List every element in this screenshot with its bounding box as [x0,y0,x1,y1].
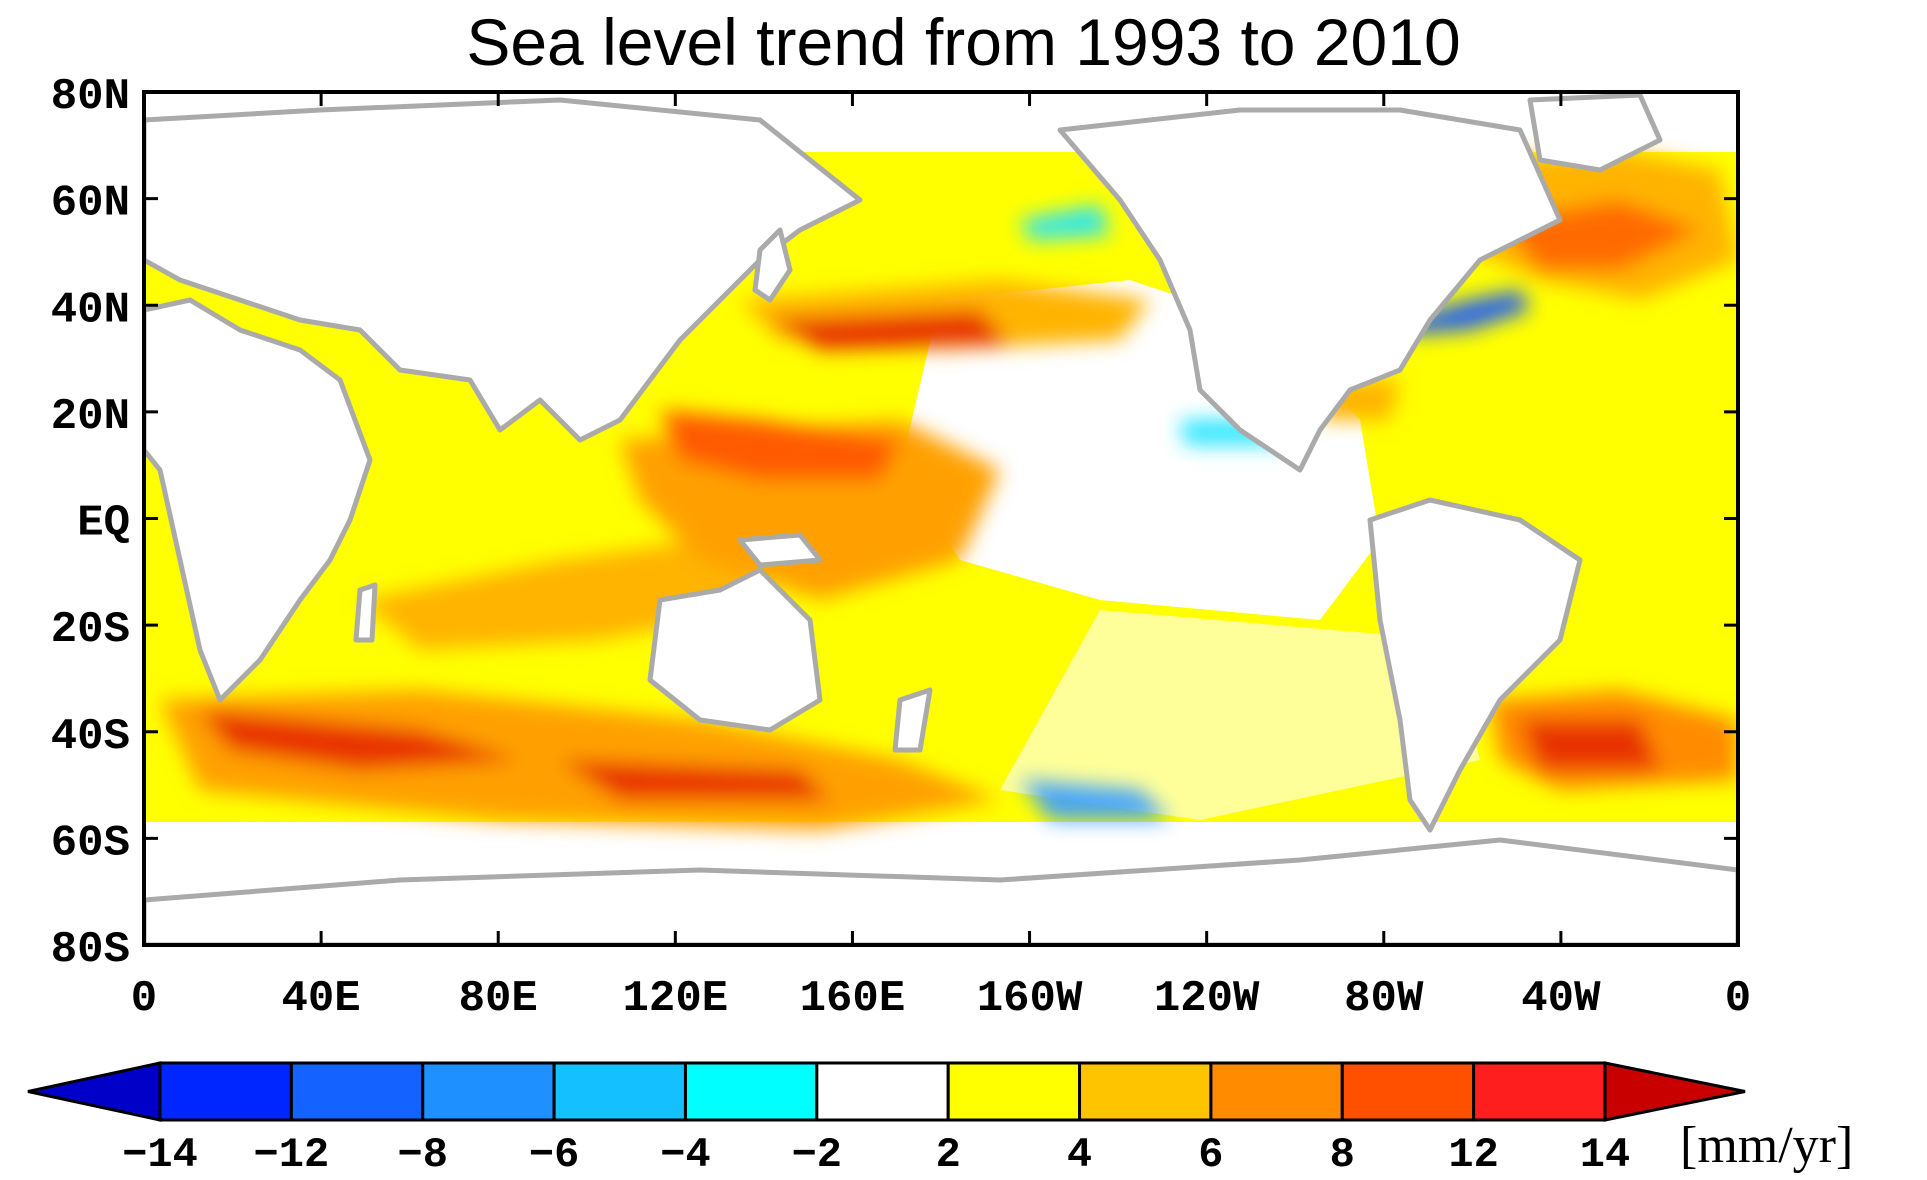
lon-tick-label: 120E [623,974,729,1024]
greenland-land [1527,92,1663,173]
lat-tick-label: 80S [51,925,130,975]
colorbar-segment [1472,1061,1607,1122]
longitude-axis: 0 40E 80E 120E 160E 160W 120W 80W 40W 0 [131,92,1751,1024]
colorbar-under-triangle [27,1061,162,1122]
colorbar-label: 12 [1448,1131,1498,1179]
gulf-stream-negative [1400,290,1530,335]
colorbar-label: −4 [660,1131,710,1179]
western-pacific-warm-pool [660,410,900,480]
colorbar-segment [1209,1061,1344,1122]
colorbar-label: −6 [529,1131,579,1179]
colorbar-segment [1078,1061,1213,1122]
colorbar-segment [552,1061,687,1122]
madagascar-land [353,582,378,643]
lon-tick-label: 0 [131,974,157,1024]
lon-tick-label: 160E [800,974,906,1024]
colorbar-segment [815,1061,950,1122]
lat-tick-label: 40S [51,712,130,762]
lat-tick-label: 80N [51,72,130,122]
trend-field [144,92,1738,945]
colorbar-segment [289,1061,425,1122]
colorbar-segment [158,1061,293,1122]
antarctica-land [144,837,1738,945]
south-pacific-negative [1020,780,1170,820]
colorbar-label: −8 [398,1131,448,1179]
new-guinea-land [737,532,823,568]
africa-land [144,297,373,703]
lat-tick-label: 60N [51,179,130,229]
lon-tick-label: 80W [1344,974,1424,1024]
japan-land [752,227,793,303]
colorbar: −14 −12 −8 −6 −4 −2 2 4 6 8 12 14 [27,1061,1746,1179]
kuroshio-extension [770,310,1010,350]
colorbar-segment [683,1061,819,1122]
colorbar-label: −14 [122,1131,198,1179]
lon-tick-label: 40E [282,974,361,1024]
lon-tick-label: 80E [459,974,538,1024]
lon-tick-label: 0 [1725,974,1751,1024]
colorbar-label: 8 [1330,1131,1355,1179]
continents [144,92,1738,945]
colorbar-label: 6 [1198,1131,1223,1179]
lon-tick-label: 160W [977,974,1083,1024]
lon-tick-label: 40W [1521,974,1601,1024]
latitude-axis: 80N 60N 40N 20N EQ 20S 40S 60S 80S [51,72,1738,975]
colorbar-segment [1340,1061,1476,1122]
colorbar-label: −12 [254,1131,330,1179]
alaska-gyre-negative [1020,205,1110,240]
north-america-land [1057,107,1563,473]
lat-tick-label: 40N [51,285,130,335]
colorbar-units: [mm/yr] [1680,1117,1854,1174]
lat-tick-label: 20N [51,392,130,442]
agulhas-red [200,710,520,770]
colorbar-segment [946,1061,1082,1122]
chart-title: Sea level trend from 1993 to 2010 [466,5,1461,79]
colorbar-label: 14 [1580,1131,1630,1179]
south-indian-red [560,760,830,800]
colorbar-label: −2 [792,1131,842,1179]
colorbar-label: 2 [936,1131,961,1179]
lat-tick-label: EQ [77,499,130,549]
lat-tick-label: 60S [51,818,130,868]
lon-tick-label: 120W [1154,974,1260,1024]
south-pacific-neutral [1000,610,1480,820]
south-america-land [1367,497,1583,833]
colorbar-over-triangle [1603,1061,1746,1122]
australia-land [647,567,823,733]
lat-tick-label: 20S [51,605,130,655]
colorbar-label: 4 [1067,1131,1092,1179]
new-zealand-land [892,687,933,753]
brazil-malvinas-red [1520,720,1660,770]
eurasia-land [144,97,863,443]
colorbar-segment [421,1061,556,1122]
